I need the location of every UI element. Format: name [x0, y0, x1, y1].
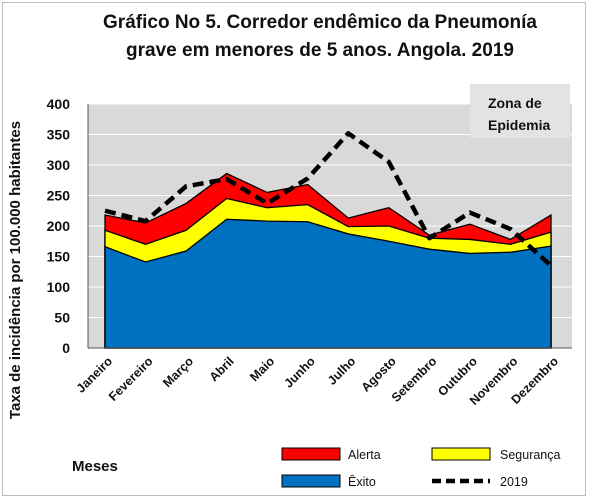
x-tick-label: Agosto — [359, 354, 400, 395]
legend-swatch — [431, 447, 491, 461]
area--xito — [104, 218, 552, 349]
x-tick-label: Janeiro — [74, 354, 116, 396]
line-2019 — [104, 131, 553, 268]
legend: Alerta Segurança Êxito 2019 — [281, 447, 561, 489]
annotation-line1: Zona de — [488, 95, 542, 111]
legend-swatch — [281, 447, 341, 461]
y-tick-label: 350 — [47, 127, 71, 143]
annotation-box — [470, 84, 570, 138]
x-tick-label: Fevereiro — [106, 354, 156, 404]
x-tick-label: Setembro — [389, 354, 440, 405]
x-tick-label: Abril — [207, 354, 237, 384]
annotation-line2: Epidemia — [488, 117, 550, 133]
y-tick-label: 200 — [47, 218, 71, 234]
y-tick-label: 100 — [47, 279, 71, 295]
chart-title-line2: grave em menores de 5 anos. Angola. 2019 — [126, 40, 514, 61]
legend-label: Alerta — [348, 448, 381, 462]
legend-label: 2019 — [500, 475, 528, 489]
x-tick-label: Junho — [281, 354, 318, 391]
line-series — [104, 131, 553, 268]
y-axis-label: Taxa de incidência por 100.000 habitante… — [7, 121, 24, 419]
y-tick-label: 400 — [47, 96, 71, 112]
y-tick-label: 250 — [47, 188, 71, 204]
x-tick-label: Março — [160, 354, 196, 390]
x-axis-label: Meses — [72, 458, 118, 475]
legend-label: Segurança — [500, 448, 561, 462]
x-tick-label: Julho — [325, 354, 359, 388]
legend-swatch — [281, 474, 341, 488]
x-tick-label: Maio — [247, 354, 277, 384]
y-tick-label: 300 — [47, 157, 71, 173]
y-tick-labels: 0 50 100 150 200 250 300 350 400 — [47, 96, 71, 356]
legend-label: Êxito — [348, 474, 376, 489]
y-tick-label: 50 — [54, 310, 70, 326]
y-tick-label: 0 — [62, 340, 70, 356]
y-tick-label: 150 — [47, 249, 71, 265]
area-series — [104, 172, 552, 349]
chart-title-line1: Gráfico No 5. Corredor endêmico da Pneum… — [103, 12, 537, 33]
